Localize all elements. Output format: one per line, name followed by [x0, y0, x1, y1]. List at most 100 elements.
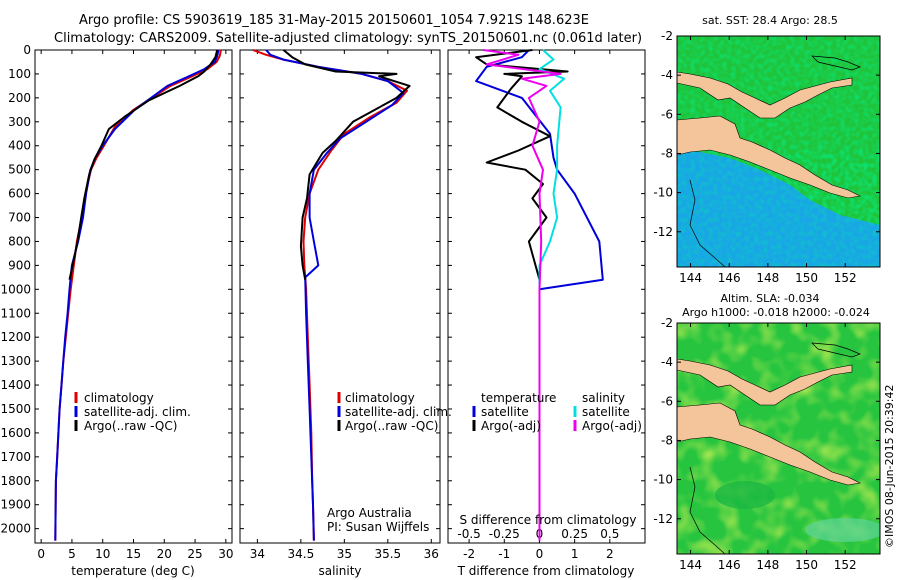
lat-tick-label: -10: [653, 473, 673, 487]
legend-salinity-argo: Argo(-adj): [582, 419, 642, 433]
legend-satellite: satellite-adj. clim.: [345, 405, 452, 419]
lon-tick-label: 144: [679, 558, 702, 572]
temperature-panel: 0100200300400500600700800900100011001200…: [0, 43, 233, 578]
lon-tick-label: 146: [718, 558, 741, 572]
lon-tick-label: 150: [795, 558, 818, 572]
x-tick-label: 0: [37, 547, 45, 561]
y-tick-label: 1900: [0, 498, 31, 512]
lon-tick-label: 148: [756, 271, 779, 285]
pi-label: PI: Susan Wijffels: [327, 520, 429, 534]
x-tick-label: 34.5: [288, 547, 315, 561]
sla-map-title-1: Altim. SLA: -0.034: [720, 292, 819, 305]
x-tick-label: -1: [498, 547, 510, 561]
land: [811, 55, 861, 71]
salinity-panel: 34 34.5 35 35.5 36 salinity climatology sate…: [239, 49, 452, 578]
salinity-ticks: 34 34.5 35 35.5 36: [240, 49, 440, 561]
sst-map-frame: [676, 35, 881, 268]
legend-salinity-title: salinity: [582, 391, 625, 405]
y-tick-label: 1800: [0, 474, 31, 488]
x-tick-label: 35.5: [374, 547, 401, 561]
y-tick-label: 600: [8, 187, 31, 201]
series-line-satellite-adj-clim-: [54, 49, 220, 541]
y-tick-label: 100: [8, 67, 31, 81]
legend-climatology: climatology: [345, 391, 415, 405]
x-tick-label: 35: [337, 547, 352, 561]
top-x-tick-label: 0.25: [561, 527, 588, 541]
series-line-climatology: [54, 49, 222, 541]
y-tick-label: 1000: [0, 282, 31, 296]
legend-temperature-title: temperature: [481, 391, 556, 405]
y-tick-label: 2000: [0, 522, 31, 536]
y-tick-label: 700: [8, 211, 31, 225]
x-tick-label: 25: [187, 547, 202, 561]
y-tick-label: 800: [8, 234, 31, 248]
differences-xlabel: T difference from climatology: [457, 564, 635, 578]
y-tick-label: 1600: [0, 426, 31, 440]
series-line-satellite-adj-clim-: [265, 49, 405, 541]
differences-lines: [475, 49, 604, 541]
y-tick-label: 1100: [0, 306, 31, 320]
differences-panel: -2 -1 0 1 2-0.5 -0.25 0 0.25 0.5 T difference fr…: [447, 49, 646, 578]
temperature-ticks: 0100200300400500600700800900100011001200…: [0, 43, 233, 561]
salinity-legend: climatology satellite-adj. clim. Argo(..…: [337, 391, 452, 433]
differences-axes-frame: [447, 49, 646, 544]
land: [677, 402, 861, 486]
x-tick-label: -2: [463, 547, 475, 561]
lat-tick-label: -8: [661, 433, 673, 447]
x-tick-label: 20: [157, 547, 172, 561]
temperature-xlabel: temperature (deg C): [71, 564, 194, 578]
credit-label: ©IMOS 08-Jun-2015 20:39:42: [883, 384, 896, 548]
lat-tick-label: -4: [661, 68, 673, 82]
y-tick-label: 300: [8, 115, 31, 129]
series-line-climatology: [252, 49, 408, 541]
lat-tick-label: -12: [653, 512, 673, 526]
top-x-tick-label: -0.5: [457, 527, 480, 541]
series-line-salinity-argo-adj-: [483, 49, 562, 541]
legend-satellite: satellite-adj. clim.: [84, 405, 191, 419]
sla-map-title-2: Argo h1000: -0.018 h2000: -0.024: [682, 306, 870, 319]
coastline: [689, 179, 726, 267]
legend-salinity-satellite: satellite: [582, 405, 630, 419]
lon-tick-label: 150: [795, 271, 818, 285]
argo-australia-label: Argo Australia: [327, 506, 412, 520]
y-tick-label: 1400: [0, 378, 31, 392]
sst-map: sat. SST: 28.4 Argo: 28.5 144 146 148 150 15…: [653, 14, 881, 285]
land: [677, 358, 853, 406]
x-tick-label: 1: [571, 547, 579, 561]
legend-argo: Argo(..raw -QC): [84, 419, 177, 433]
lat-tick-label: -2: [661, 316, 673, 330]
x-tick-label: 0: [536, 547, 544, 561]
differences-ticks: -2 -1 0 1 2-0.5 -0.25 0 0.25 0.5: [448, 49, 645, 561]
x-tick-label: 15: [126, 547, 141, 561]
lon-tick-label: 146: [718, 271, 741, 285]
lat-tick-label: -10: [653, 186, 673, 200]
lat-tick-label: -6: [661, 394, 673, 408]
series-line-argo-raw-qc-: [282, 49, 411, 280]
lon-tick-label: 148: [756, 558, 779, 572]
legend-argo: Argo(..raw -QC): [345, 419, 438, 433]
sst-map-ticks: 144 146 148 150 152 -2 -4 -6 -8 -10 -12: [653, 29, 880, 285]
temperature-legend: climatology satellite-adj. clim. Argo(..…: [74, 391, 191, 433]
legend-temperature-argo: Argo(-adj): [481, 419, 541, 433]
series-line-argo-raw-qc-: [68, 49, 219, 280]
x-tick-label: 10: [95, 547, 110, 561]
differences-legend: temperature satellite Argo(-adj) salinit…: [472, 391, 642, 433]
header-line-2: Climatology: CARS2009. Satellite-adjuste…: [54, 31, 642, 46]
y-tick-label: 0: [23, 43, 31, 57]
x-tick-label: 2: [606, 547, 614, 561]
top-x-tick-label: -0.25: [489, 527, 520, 541]
legend-temperature-satellite: satellite: [481, 405, 529, 419]
lon-tick-label: 152: [834, 558, 857, 572]
series-line-temperature-satellite: [475, 49, 604, 541]
y-tick-label: 1200: [0, 330, 31, 344]
temperature-axes-frame: [34, 49, 233, 544]
y-tick-label: 400: [8, 139, 31, 153]
salinity-axes-frame: [239, 49, 441, 544]
y-tick-label: 1300: [0, 354, 31, 368]
y-tick-label: 1500: [0, 402, 31, 416]
y-tick-label: 200: [8, 91, 31, 105]
coastline: [689, 466, 726, 554]
lon-tick-label: 144: [679, 271, 702, 285]
x-tick-label: 34: [250, 547, 265, 561]
